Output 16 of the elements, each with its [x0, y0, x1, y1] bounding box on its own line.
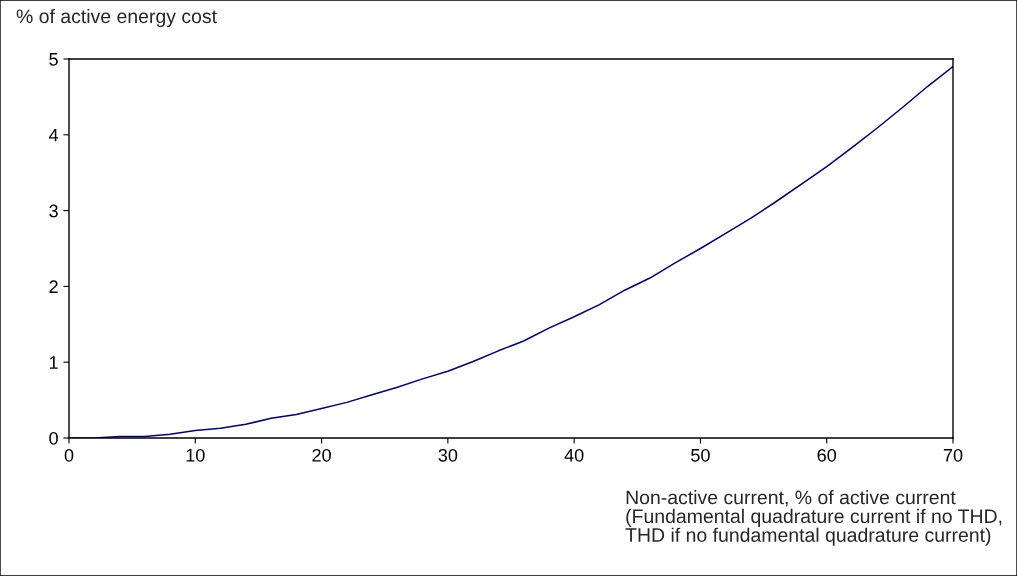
- x-tick-label: 0: [64, 448, 74, 462]
- x-axis-title: Non-active current, % of active current (Fundamental quadrature current if no THD, THD if no fundamental quadrature current): [625, 490, 1002, 546]
- y-tick-label: 2: [49, 280, 58, 293]
- x-tick-label: 60: [817, 448, 837, 462]
- y-tick-label: 3: [49, 204, 58, 218]
- x-tick-label: 50: [691, 448, 710, 462]
- y-axis-title: % of active energy cost: [16, 8, 217, 28]
- y-tick-label: 5: [49, 53, 58, 66]
- x-tick-label: 30: [438, 448, 458, 462]
- x-tick-label: 10: [186, 448, 205, 462]
- y-tick-label: 1: [49, 356, 58, 369]
- y-tick-label: 4: [48, 128, 59, 142]
- x-tick-label: 20: [312, 448, 331, 462]
- x-tick-label: 70: [943, 448, 963, 462]
- y-tick-label: 0: [49, 431, 58, 445]
- x-tick-label: 40: [564, 448, 584, 462]
